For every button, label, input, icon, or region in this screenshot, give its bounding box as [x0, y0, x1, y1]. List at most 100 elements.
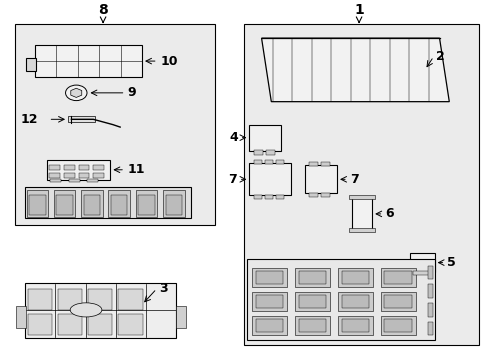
Text: 7: 7 — [228, 173, 237, 186]
Bar — [427, 322, 432, 335]
Bar — [254, 160, 262, 164]
Bar — [294, 268, 329, 287]
Text: 11: 11 — [127, 163, 144, 176]
Bar — [54, 190, 75, 217]
Bar — [244, 24, 478, 345]
Bar — [294, 292, 329, 311]
Bar — [81, 190, 102, 217]
Bar — [266, 150, 275, 154]
Bar — [251, 316, 286, 335]
Bar — [69, 179, 80, 182]
Bar — [25, 187, 190, 218]
Bar — [50, 179, 61, 182]
Bar — [384, 319, 411, 333]
Bar — [136, 190, 157, 217]
Bar — [348, 195, 374, 199]
Bar — [337, 268, 372, 287]
Bar — [138, 195, 155, 215]
Bar — [56, 195, 73, 215]
Text: 1: 1 — [353, 3, 363, 17]
Bar — [305, 165, 336, 193]
Bar — [251, 292, 286, 311]
Text: 3: 3 — [159, 282, 167, 295]
Bar — [58, 289, 82, 310]
Bar — [27, 314, 52, 335]
Text: 6: 6 — [385, 207, 393, 220]
Bar — [321, 193, 329, 197]
Circle shape — [65, 85, 87, 100]
Bar — [341, 295, 368, 309]
Bar — [351, 198, 371, 229]
Text: 2: 2 — [435, 50, 444, 63]
Text: 10: 10 — [160, 55, 177, 68]
Bar — [427, 266, 432, 279]
Bar — [35, 45, 142, 77]
Bar — [255, 295, 283, 309]
Bar — [308, 193, 317, 197]
Bar — [79, 172, 89, 178]
Bar — [321, 162, 329, 166]
Bar — [341, 271, 368, 284]
Text: 12: 12 — [20, 113, 38, 126]
Bar — [275, 160, 283, 164]
Bar — [337, 316, 372, 335]
Bar — [26, 190, 48, 217]
Bar — [16, 306, 26, 328]
Bar — [308, 162, 317, 166]
Bar — [64, 165, 75, 171]
Bar — [15, 24, 215, 225]
Polygon shape — [261, 38, 448, 102]
Bar — [264, 195, 272, 199]
Bar — [64, 172, 75, 178]
Ellipse shape — [70, 303, 102, 317]
Bar — [118, 314, 142, 335]
Bar — [251, 268, 286, 287]
Bar — [264, 160, 272, 164]
Bar — [298, 319, 325, 333]
Bar — [118, 289, 142, 310]
Bar — [49, 172, 60, 178]
Bar — [246, 259, 434, 340]
Text: 8: 8 — [98, 3, 108, 17]
Bar — [380, 292, 415, 311]
Bar — [384, 271, 411, 284]
Bar — [47, 159, 110, 180]
Bar — [27, 289, 52, 310]
Polygon shape — [71, 88, 81, 98]
Bar — [29, 195, 45, 215]
Bar — [348, 228, 374, 232]
Bar — [111, 195, 127, 215]
Bar — [380, 316, 415, 335]
Bar — [249, 163, 290, 195]
Bar — [341, 319, 368, 333]
Text: 9: 9 — [127, 86, 136, 99]
Bar — [298, 295, 325, 309]
Bar — [409, 253, 434, 272]
Bar — [26, 58, 36, 71]
Bar — [88, 289, 112, 310]
Bar — [88, 314, 112, 335]
Bar — [294, 316, 329, 335]
Bar — [427, 303, 432, 316]
Bar — [87, 179, 98, 182]
Bar — [58, 314, 82, 335]
Bar — [249, 125, 281, 151]
Bar — [25, 283, 176, 338]
Bar — [255, 319, 283, 333]
Bar — [79, 165, 89, 171]
Bar — [254, 195, 262, 199]
Bar — [298, 271, 325, 284]
Bar — [412, 271, 431, 275]
Bar — [337, 292, 372, 311]
Bar — [93, 165, 104, 171]
Bar — [427, 284, 432, 298]
Bar — [254, 150, 263, 154]
Bar — [380, 268, 415, 287]
Bar — [275, 195, 283, 199]
Text: 4: 4 — [229, 131, 238, 144]
Text: 7: 7 — [349, 173, 358, 186]
Bar — [68, 116, 95, 122]
Bar — [165, 195, 182, 215]
Bar — [255, 271, 283, 284]
Bar — [163, 190, 184, 217]
